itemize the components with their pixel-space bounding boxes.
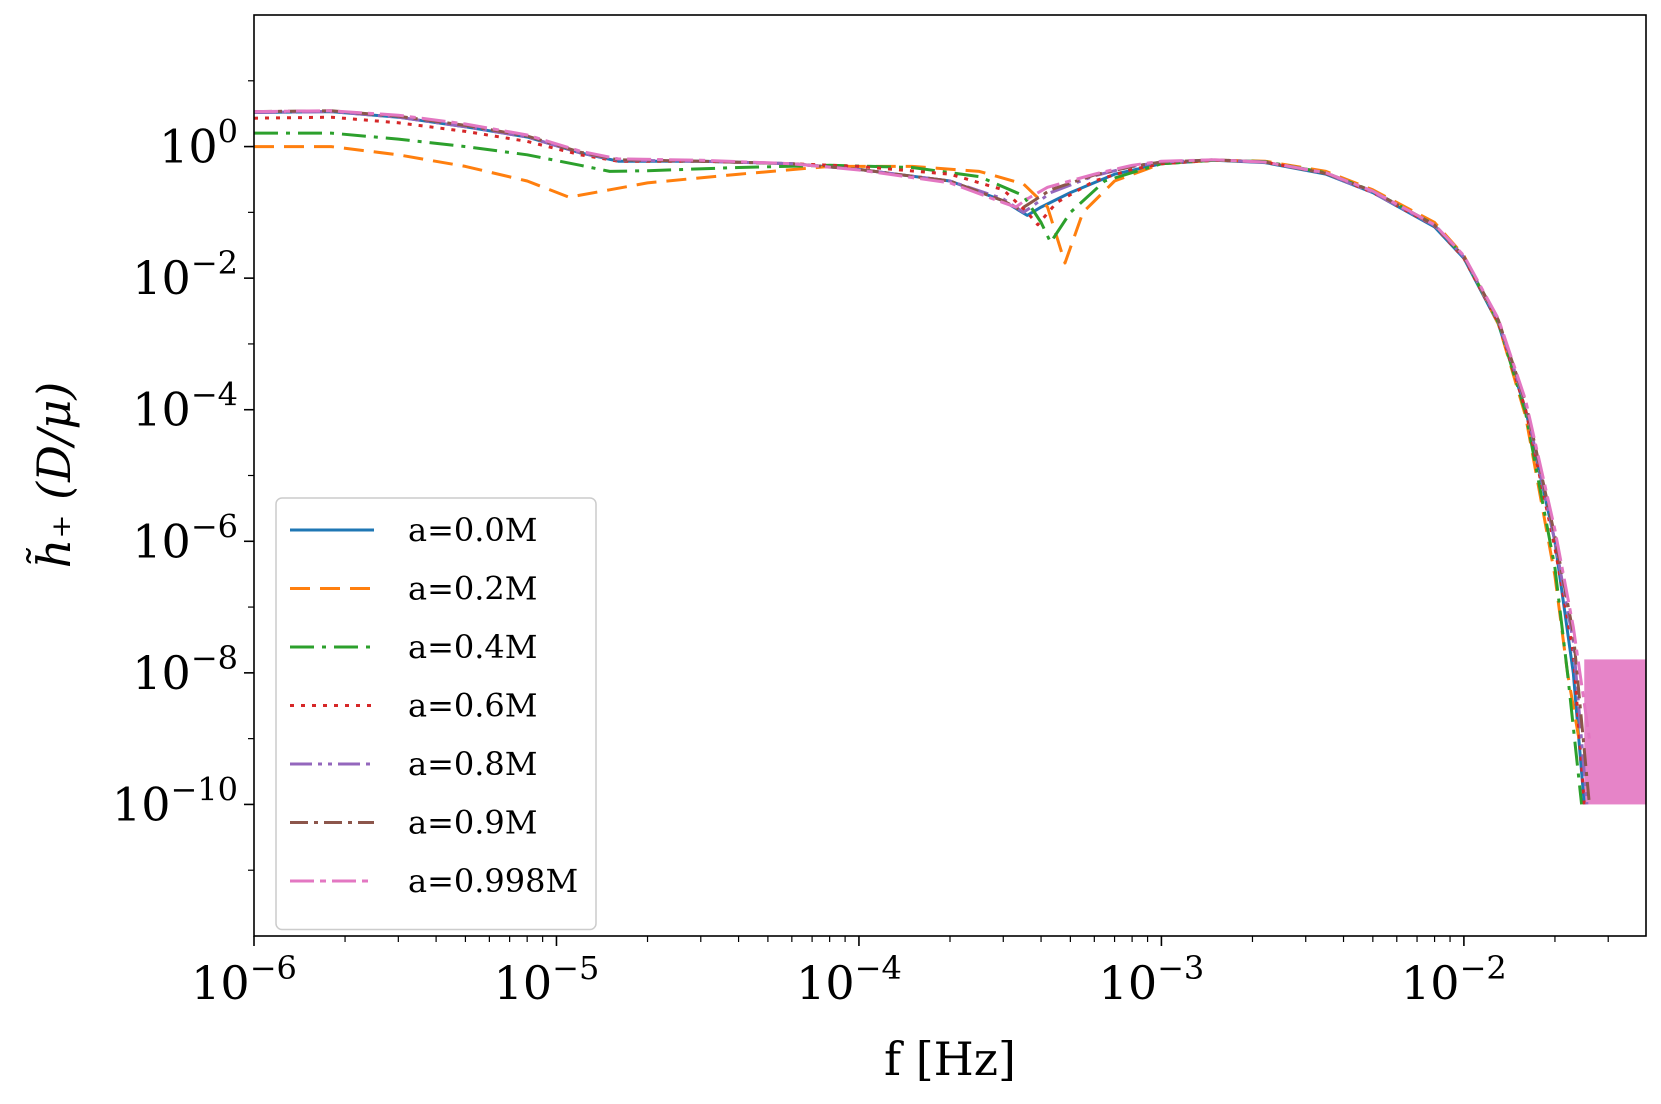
legend-label-2: a=0.4M — [408, 628, 538, 666]
x-tick-label-2: 10−4 — [796, 949, 902, 1010]
x-tick-label-3: 10−3 — [1099, 949, 1205, 1010]
x-tick-label-4: 10−2 — [1401, 949, 1507, 1010]
legend-label-3: a=0.6M — [408, 687, 538, 725]
legend-box — [275, 497, 597, 931]
tick-layer: 10−6 10−5 10−4 10−3 10−2 100 10−2 10−4 10−6 10−8 1… — [112, 80, 1609, 1010]
y-tick-label-2: 10−4 — [132, 376, 238, 437]
noise-floor-band — [1584, 659, 1646, 805]
x-axis-label: f [Hz] — [884, 1032, 1016, 1086]
legend-label-4: a=0.8M — [408, 745, 538, 783]
legend-label-6: a=0.998M — [408, 862, 578, 900]
series-line-6 — [254, 109, 1591, 739]
y-tick-label-5: 10−10 — [112, 770, 238, 831]
x-tick-label-0: 10−6 — [191, 949, 297, 1010]
y-tick-label-0: 100 — [159, 113, 238, 174]
legend-label-1: a=0.2M — [408, 570, 538, 608]
y-tick-label-1: 10−2 — [132, 244, 238, 305]
legend-label-5: a=0.9M — [408, 804, 538, 842]
series-layer — [254, 109, 1646, 805]
series-line-1 — [254, 145, 1581, 739]
y-axis-label: h̃₊ (D/μ) — [25, 382, 81, 569]
legend-label-0: a=0.0M — [408, 511, 538, 549]
y-tick-label-4: 10−8 — [132, 639, 238, 700]
legend: a=0.0M a=0.2M a=0.4M a=0.6M a=0.8M a=0.9M a=0.… — [275, 497, 597, 931]
y-tick-label-3: 10−6 — [132, 507, 238, 568]
x-tick-label-1: 10−5 — [494, 949, 600, 1010]
